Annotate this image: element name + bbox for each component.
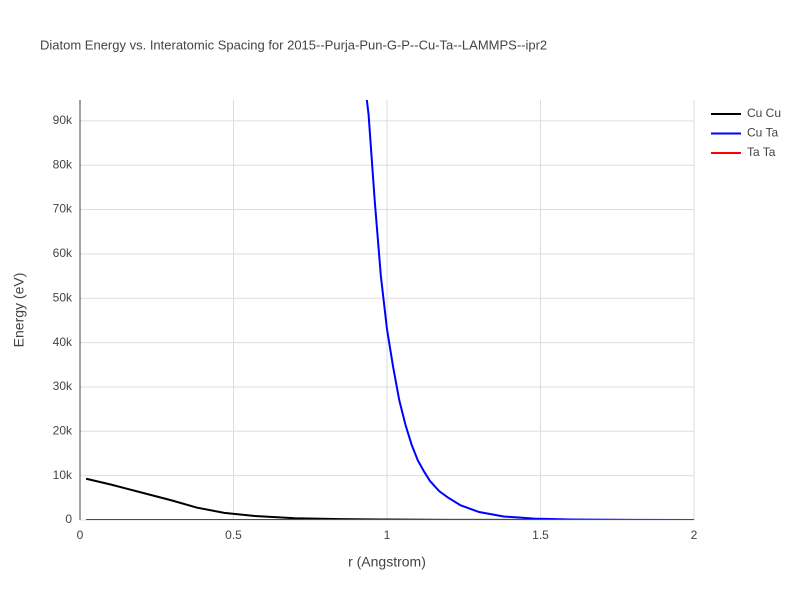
legend-label: Cu Ta [747,126,778,140]
y-tick-label: 40k [53,335,73,349]
legend-label: Cu Cu [747,106,781,120]
x-tick-label: 2 [691,528,698,542]
x-tick-label: 0 [77,528,84,542]
line-series [85,477,694,520]
y-tick-label: 70k [53,202,73,216]
y-tick-label: 90k [53,113,73,127]
plot-area [85,100,694,520]
y-tick-label: 50k [53,290,73,304]
y-axis-title: Energy (eV) [11,273,27,348]
y-tick-label: 80k [53,157,73,171]
grid [79,100,695,521]
legend: Cu Cu Cu Ta Ta Ta [711,106,781,159]
y-tick-label: 10k [53,468,73,482]
y-tick-label: 30k [53,379,73,393]
line-series [365,100,694,520]
y-tick-label: 0 [65,512,72,526]
x-tick-label: 0.5 [225,528,242,542]
legend-label: Ta Ta [747,145,776,159]
x-tick-label: 1 [384,528,391,542]
y-tick-label: 20k [53,423,73,437]
chart-title: Diatom Energy vs. Interatomic Spacing fo… [40,37,547,52]
x-tick-label: 1.5 [532,528,549,542]
x-axis-title: r (Angstrom) [348,554,426,570]
y-tick-label: 60k [53,246,73,260]
